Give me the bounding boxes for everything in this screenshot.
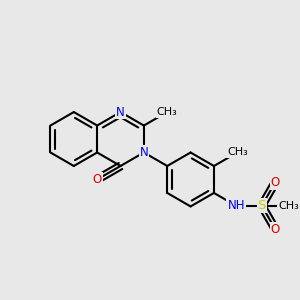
Text: CH₃: CH₃ bbox=[157, 107, 178, 117]
Text: N: N bbox=[116, 106, 125, 118]
Text: O: O bbox=[271, 176, 280, 189]
Text: CH₃: CH₃ bbox=[227, 148, 248, 158]
Text: S: S bbox=[258, 199, 266, 212]
Text: CH₃: CH₃ bbox=[278, 201, 299, 211]
Text: O: O bbox=[271, 223, 280, 236]
Text: N: N bbox=[140, 146, 148, 159]
Text: O: O bbox=[92, 173, 102, 186]
Text: NH: NH bbox=[227, 199, 245, 212]
